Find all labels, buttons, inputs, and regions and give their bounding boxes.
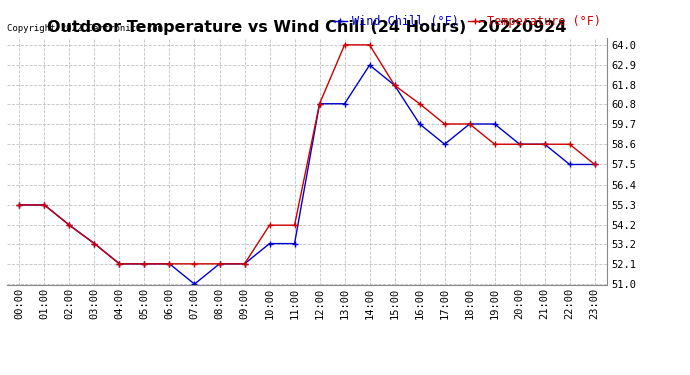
Text: Copyright 2022 Cartronics.com: Copyright 2022 Cartronics.com bbox=[7, 24, 163, 33]
Legend: Wind Chill (°F), Temperature (°F): Wind Chill (°F), Temperature (°F) bbox=[333, 15, 601, 28]
Title: Outdoor Temperature vs Wind Chill (24 Hours)  20220924: Outdoor Temperature vs Wind Chill (24 Ho… bbox=[48, 20, 566, 35]
